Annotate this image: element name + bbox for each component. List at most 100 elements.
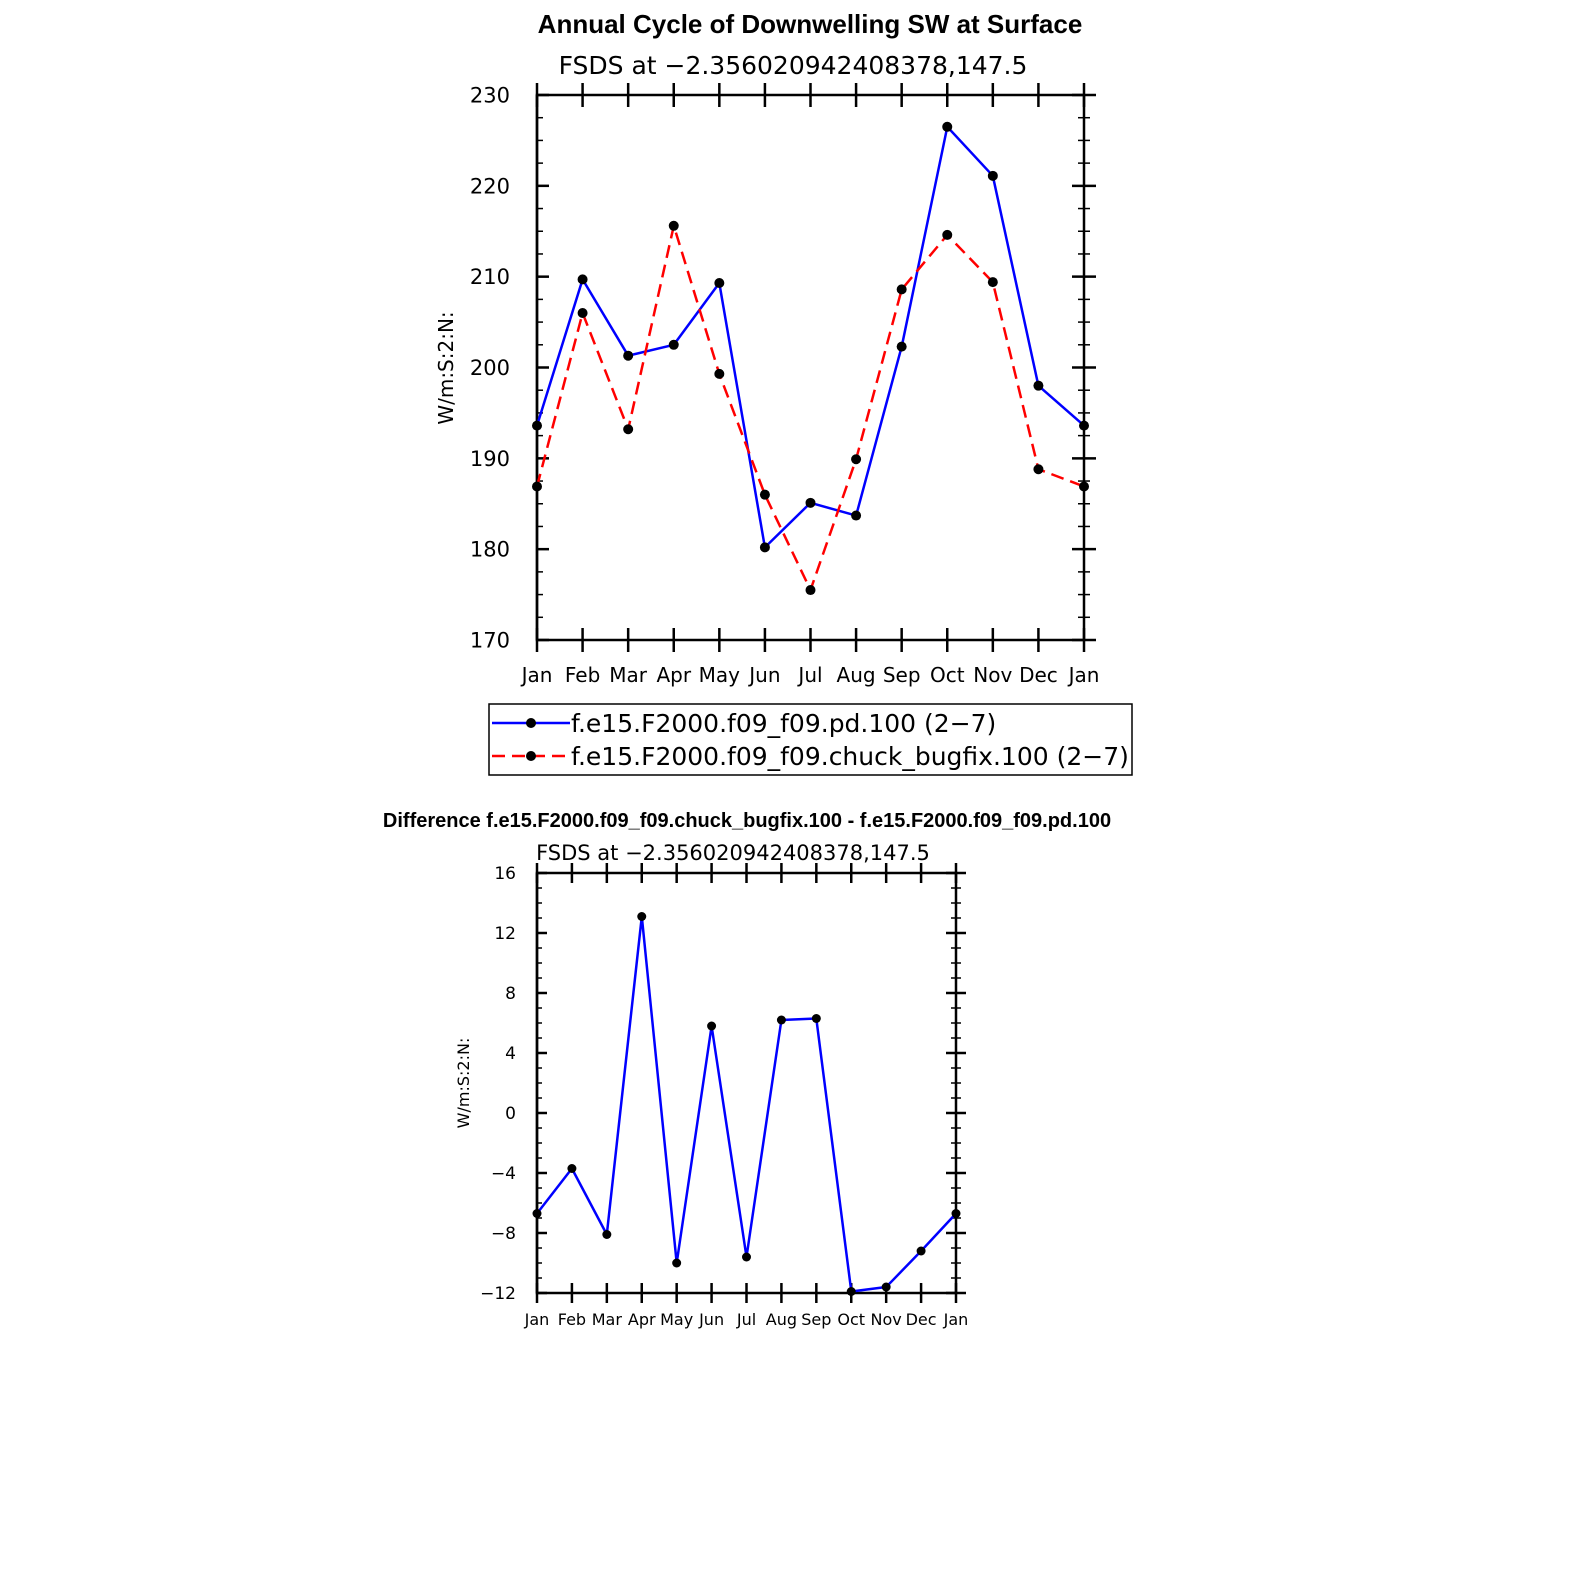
data-point — [881, 1282, 891, 1292]
legend: f.e15.F2000.f09_f09.pd.100 (2−7) f.e15.F2… — [488, 703, 1133, 776]
data-point — [672, 1258, 682, 1268]
series-line-1 — [535, 224, 1085, 592]
y-tick-label: 200 — [470, 356, 510, 380]
y-tick-label: 0 — [505, 1104, 516, 1124]
series-line-0 — [535, 125, 1085, 549]
data-point — [987, 170, 998, 181]
data-point — [987, 277, 998, 288]
data-point — [805, 585, 816, 596]
data-point — [532, 1209, 542, 1218]
data-point — [896, 284, 907, 295]
y-tick-label: 190 — [470, 447, 510, 471]
data-point — [811, 1014, 821, 1023]
data-point — [942, 229, 953, 240]
chart-title: Annual Cycle of Downwelling SW at Surfac… — [538, 9, 1083, 39]
chart-title: Difference f.e15.F2000.f09_f09.chuck_bug… — [383, 810, 1111, 832]
data-point — [851, 510, 862, 521]
series-group — [532, 912, 961, 1296]
legend-label: f.e15.F2000.f09_f09.pd.100 (2−7) — [571, 709, 996, 738]
x-tick-label: Jan — [524, 1310, 550, 1329]
x-tick-label: Oct — [930, 663, 965, 687]
chart-subtitle: FSDS at −2.356020942408378,147.5 — [559, 51, 1028, 80]
data-point — [851, 454, 862, 465]
x-tick-label: Jan — [520, 663, 553, 687]
plot-frame — [535, 93, 1086, 642]
y-tick-label: 230 — [470, 84, 510, 108]
x-tick-label: Apr — [656, 663, 691, 687]
legend-box — [488, 703, 1133, 776]
y-tick-label: −12 — [480, 1284, 516, 1304]
legend-marker — [526, 751, 536, 761]
axes: −12 −8 −4 0 4 8 12 16 Jan Feb Mar Apr May Jun Jul Aug Se… — [480, 863, 968, 1329]
data-point — [742, 1252, 751, 1262]
data-point — [577, 308, 588, 318]
y-tick-label: 220 — [470, 174, 510, 198]
x-tick-label: Apr — [628, 1310, 656, 1329]
series-group — [532, 121, 1089, 596]
data-point — [1033, 464, 1044, 475]
x-tick-label: Mar — [592, 1310, 623, 1329]
x-tick-label: Aug — [766, 1310, 797, 1329]
x-tick-label: Aug — [837, 663, 876, 687]
data-point — [805, 497, 816, 508]
legend-marker — [526, 718, 536, 728]
data-point — [759, 542, 770, 553]
y-tick-label: 12 — [494, 924, 516, 944]
data-point — [1033, 380, 1044, 391]
data-point — [637, 912, 647, 921]
x-tick-label: Mar — [609, 663, 648, 687]
x-tick-label: May — [660, 1310, 693, 1329]
x-tick-label: Feb — [558, 1310, 586, 1329]
data-point — [602, 1230, 612, 1239]
data-point — [707, 1021, 717, 1031]
data-point — [846, 1287, 856, 1296]
data-point — [623, 350, 634, 361]
data-point — [714, 278, 725, 289]
series-line-0 — [536, 915, 957, 1293]
x-tick-label: Sep — [883, 663, 921, 687]
legend-label: f.e15.F2000.f09_f09.chuck_bugfix.100 (2−… — [571, 742, 1129, 771]
y-tick-label: 180 — [470, 538, 510, 562]
y-tick-label: 210 — [470, 265, 510, 289]
difference-chart: Difference f.e15.F2000.f09_f09.chuck_bug… — [383, 810, 1111, 1329]
x-tick-label: Dec — [1019, 663, 1058, 687]
x-tick-label: May — [699, 663, 741, 687]
data-point — [668, 220, 679, 231]
plot-frame — [535, 871, 958, 1295]
axes: 170 180 190 200 210 220 230 Jan Feb Mar Apr May Jun J… — [470, 83, 1100, 687]
y-tick-label: 16 — [494, 864, 516, 884]
data-point — [916, 1246, 926, 1256]
data-point — [759, 489, 770, 500]
data-point — [567, 1164, 577, 1173]
annual-cycle-chart: Annual Cycle of Downwelling SW at Surfac… — [434, 9, 1133, 776]
x-tick-label: Oct — [837, 1310, 865, 1329]
data-point — [776, 1015, 786, 1025]
y-tick-label: 170 — [470, 629, 510, 653]
data-point — [951, 1209, 961, 1218]
x-tick-label: Jan — [943, 1310, 969, 1329]
data-point — [1079, 420, 1089, 431]
data-point — [1079, 481, 1089, 492]
y-tick-label: −8 — [491, 1224, 516, 1244]
x-tick-label: Feb — [565, 663, 600, 687]
data-point — [532, 420, 542, 431]
chart-subtitle: FSDS at −2.356020942408378,147.5 — [536, 841, 930, 865]
y-tick-label: 8 — [505, 984, 516, 1004]
data-point — [714, 368, 725, 379]
x-tick-label: Dec — [906, 1310, 937, 1329]
data-point — [623, 424, 634, 435]
data-point — [532, 481, 542, 492]
data-point — [668, 339, 679, 350]
x-tick-label: Jul — [736, 1310, 756, 1329]
y-axis-label: W/m:S:2:N: — [454, 1038, 473, 1129]
data-point — [896, 341, 907, 352]
x-tick-label: Jun — [698, 1310, 724, 1329]
data-point — [577, 274, 588, 285]
data-point — [942, 121, 953, 132]
x-tick-label: Jun — [747, 663, 780, 687]
x-tick-label: Nov — [871, 1310, 902, 1329]
y-tick-label: −4 — [491, 1164, 516, 1184]
x-tick-label: Sep — [801, 1310, 831, 1329]
x-tick-label: Jan — [1067, 663, 1100, 687]
